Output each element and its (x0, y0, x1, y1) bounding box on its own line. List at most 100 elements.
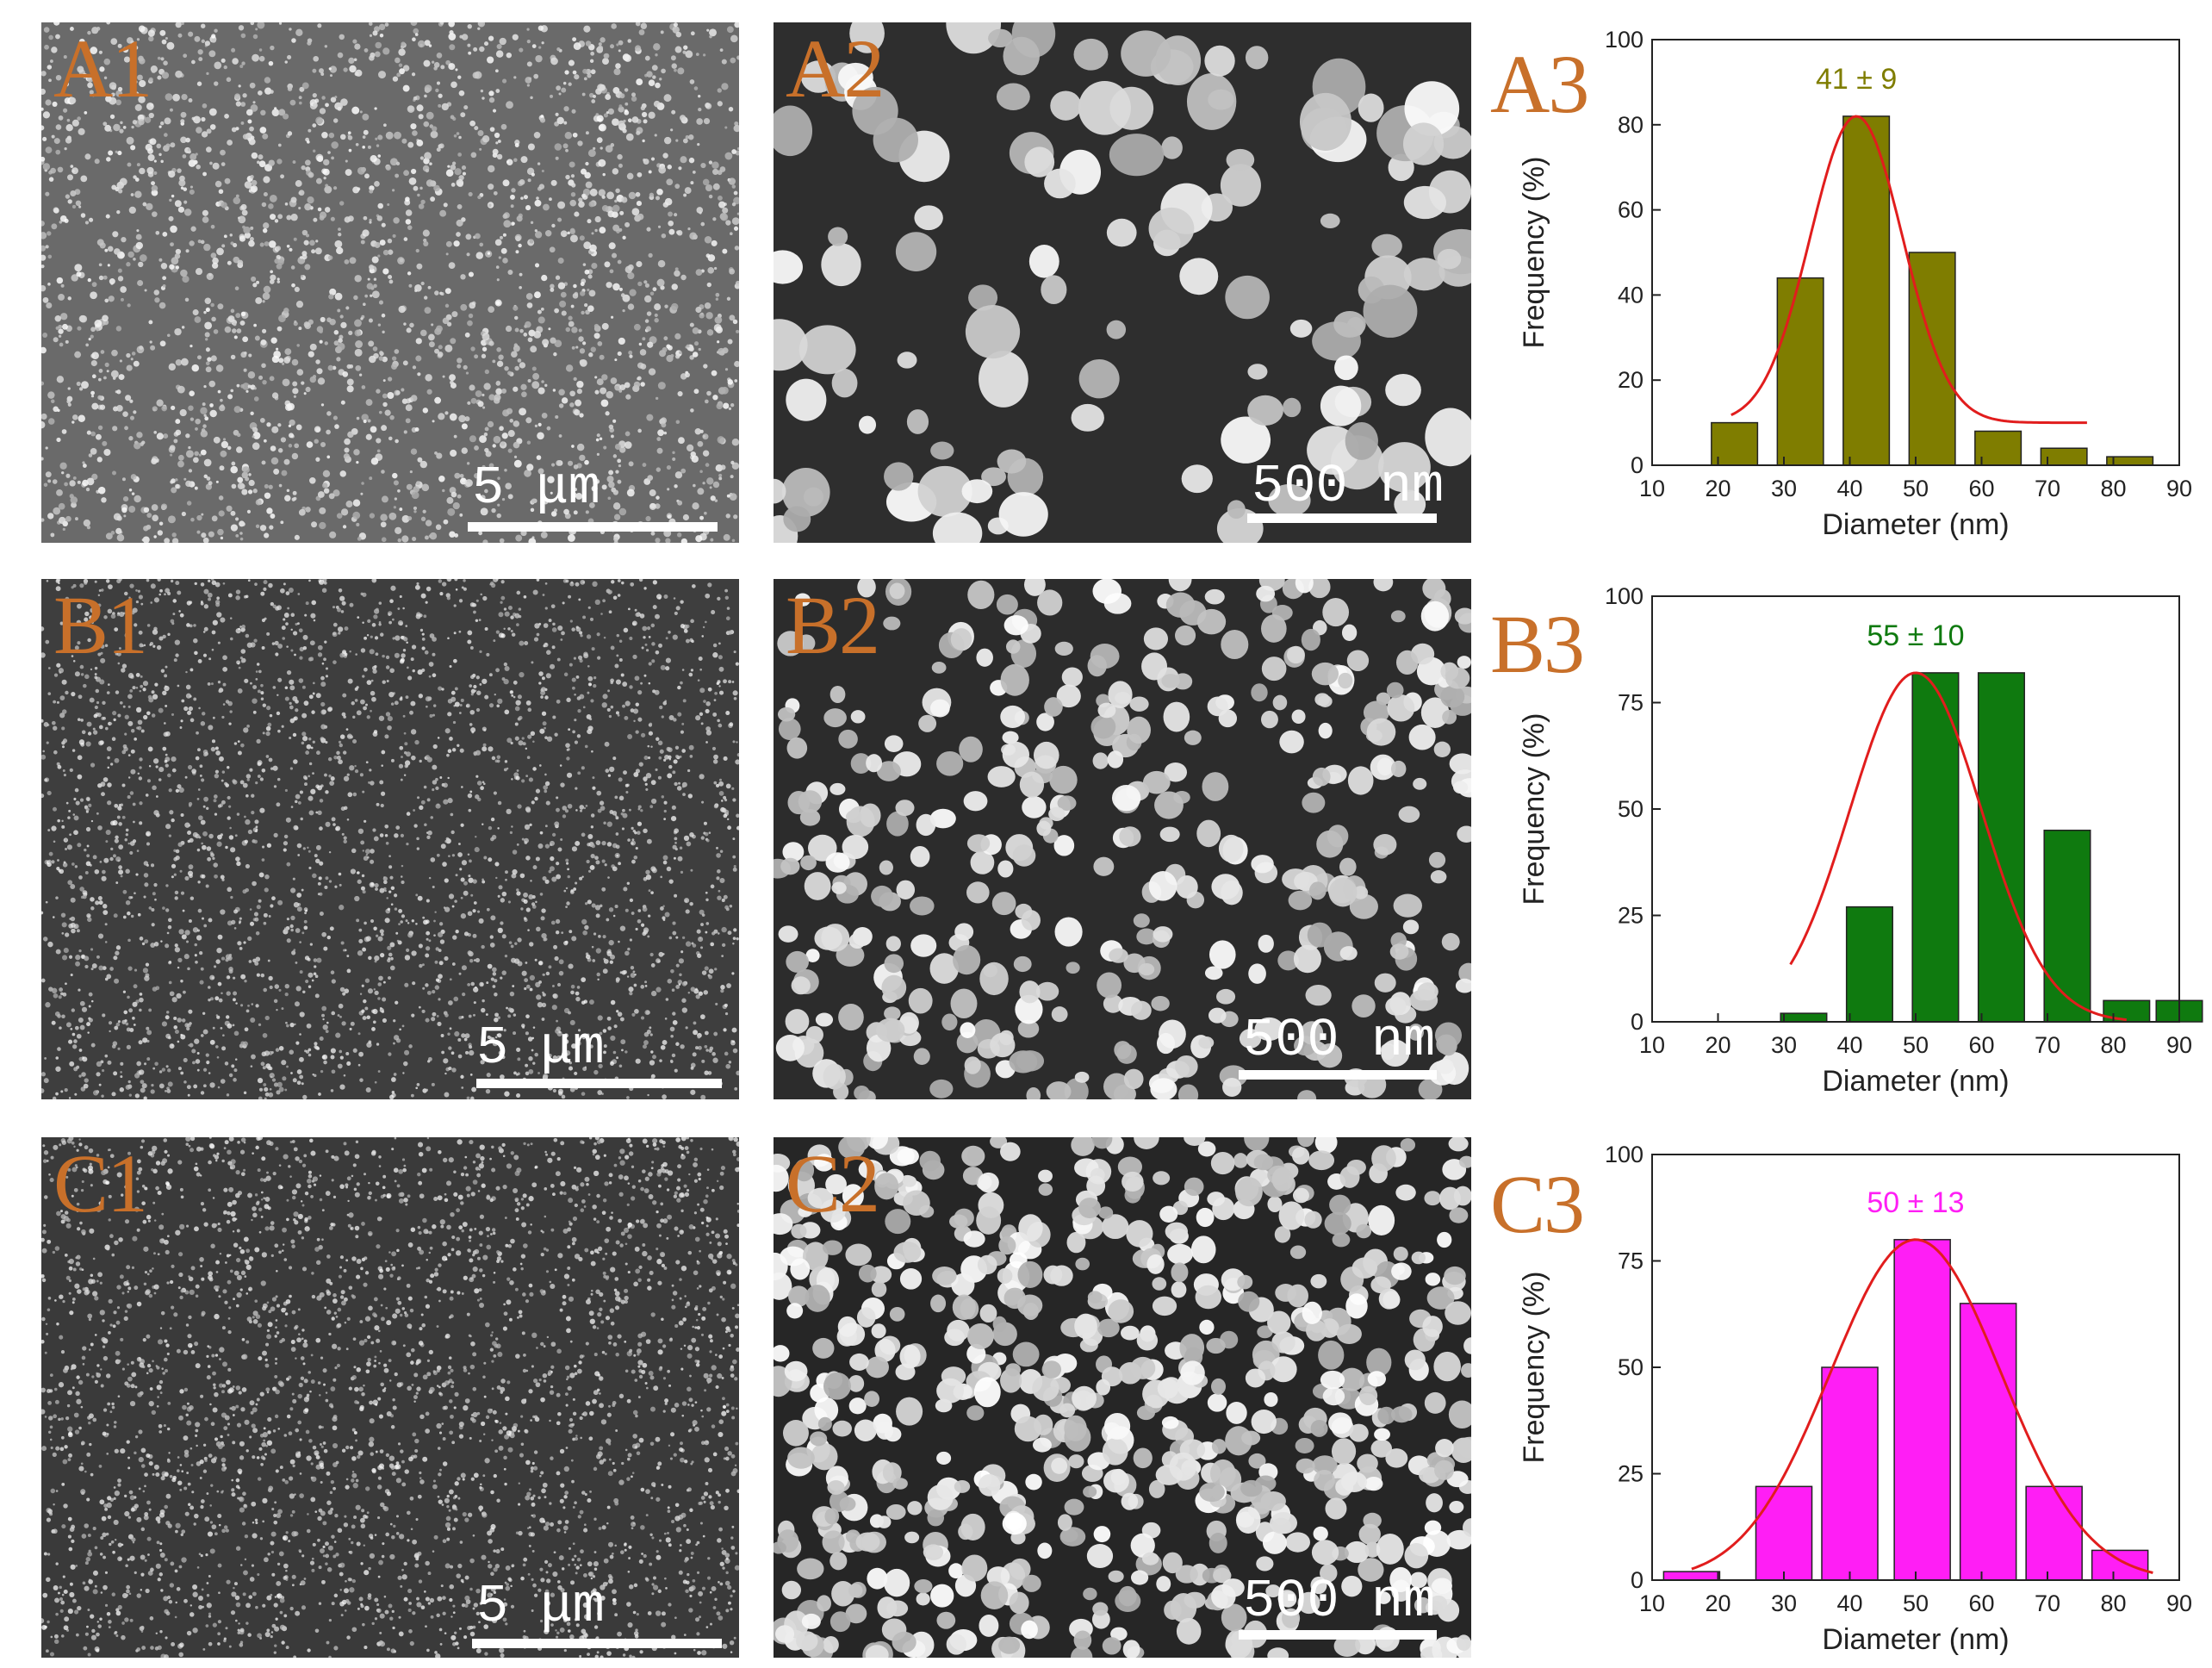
y-tick-label: 80 (1618, 112, 1643, 138)
x-tick-label: 40 (1836, 476, 1862, 501)
y-axis-label: Frequency (%) (1518, 1272, 1550, 1464)
y-tick-label: 50 (1618, 796, 1643, 822)
sem-image-c1: C1 5 μm (41, 1137, 739, 1658)
x-tick-label: 70 (2035, 1032, 2060, 1058)
y-tick-label: 75 (1618, 690, 1643, 716)
histogram-a3: 10 20 30 40 50 60 70 80 90 0 20 40 60 80 100 Diameter (… (1518, 27, 2192, 541)
x-tick-label: 10 (1639, 1032, 1665, 1058)
panel-label-c1: C1 (53, 1137, 148, 1229)
x-tick-label: 90 (2166, 476, 2192, 501)
x-tick-label: 30 (1771, 476, 1797, 501)
x-tick-label: 70 (2035, 1590, 2060, 1616)
y-tick-label: 75 (1618, 1248, 1643, 1274)
x-tick-label: 50 (1903, 1590, 1929, 1616)
y-tick-label: 25 (1618, 1461, 1643, 1487)
x-tick-label: 80 (2100, 1032, 2126, 1058)
scale-label-b1: 5 μm (476, 1018, 605, 1079)
sem-image-a2: A2 500 nm (774, 22, 1471, 543)
x-tick-label: 60 (1968, 1590, 1994, 1616)
histogram-b3: 10 20 30 40 50 60 70 80 90 0 25 50 75 100 Diameter (nm… (1518, 583, 2203, 1098)
histogram-bar (1711, 421, 1759, 466)
histogram-bar (1959, 1303, 2017, 1581)
histogram-bar (1911, 672, 1960, 1023)
y-tick-label: 0 (1631, 1567, 1643, 1593)
x-tick-label: 20 (1705, 1590, 1730, 1616)
sem-image-b2: B2 500 nm (774, 579, 1471, 1099)
scale-label-a2: 500 nm (1252, 456, 1445, 517)
histogram-c3: 10 20 30 40 50 60 70 80 90 0 25 50 75 100 Diameter (nm… (1518, 1142, 2192, 1656)
scale-label-b2: 500 nm (1243, 1010, 1436, 1071)
sem-texture-c2 (774, 1137, 1471, 1658)
mean-sd-annotation: 41 ± 9 (1816, 63, 1897, 96)
scale-label-c1: 5 μm (476, 1576, 605, 1637)
y-tick-label: 0 (1631, 1009, 1643, 1035)
y-tick-label: 0 (1631, 452, 1643, 478)
y-tick-label: 100 (1605, 1142, 1643, 1167)
x-tick-label: 20 (1705, 476, 1730, 501)
x-tick-label: 10 (1639, 1590, 1665, 1616)
sem-texture-a2 (774, 22, 1471, 543)
histogram-bar (2091, 1549, 2149, 1581)
x-tick-label: 60 (1968, 1032, 1994, 1058)
scale-label-a1: 5 μm (472, 457, 600, 519)
x-tick-label: 80 (2100, 476, 2126, 501)
scale-bar-c2 (1239, 1630, 1437, 1640)
panel-label-a3: A3 (1490, 38, 1589, 130)
panel-label-c2: C2 (786, 1137, 880, 1229)
x-tick-label: 40 (1836, 1590, 1862, 1616)
y-axis-label: Frequency (%) (1518, 713, 1550, 906)
histogram-bar (2043, 829, 2091, 1023)
x-tick-label: 90 (2166, 1590, 2192, 1616)
histogram-bar (1780, 1012, 1828, 1023)
panel-label-a1: A1 (53, 22, 152, 115)
y-tick-label: 60 (1618, 197, 1643, 223)
x-tick-label: 10 (1639, 476, 1665, 501)
x-tick-label: 90 (2166, 1032, 2192, 1058)
panel-label-b3: B3 (1490, 598, 1585, 690)
sem-texture-a1 (41, 22, 739, 543)
mean-sd-annotation: 55 ± 10 (1867, 619, 1964, 652)
sem-texture-b2 (774, 579, 1471, 1099)
y-tick-label: 25 (1618, 903, 1643, 929)
y-tick-label: 40 (1618, 282, 1643, 308)
histogram-bar (1776, 277, 1824, 466)
x-tick-label: 60 (1968, 476, 1994, 501)
sem-texture-c1 (41, 1137, 739, 1658)
sem-image-c2: C2 500 nm (774, 1137, 1471, 1658)
histogram-bar (1842, 115, 1891, 466)
histogram-bar (1977, 672, 2025, 1023)
panel-label-a2: A2 (786, 22, 885, 115)
y-tick-label: 20 (1618, 367, 1643, 393)
gaussian-fit-curve (1789, 671, 2127, 1022)
histogram-bar (1662, 1571, 1721, 1581)
scale-bar-a1 (468, 522, 718, 532)
x-tick-label: 80 (2100, 1590, 2126, 1616)
histogram-bar (1974, 430, 2022, 466)
x-tick-label: 50 (1903, 1032, 1929, 1058)
panel-label-b2: B2 (786, 579, 880, 671)
scale-label-c2: 500 nm (1243, 1571, 1436, 1632)
y-tick-label: 100 (1605, 27, 1643, 53)
x-axis-label: Diameter (nm) (1822, 1623, 2009, 1656)
sem-image-b1: B1 5 μm (41, 579, 739, 1099)
panel-label-c3: C3 (1490, 1158, 1585, 1250)
y-tick-label: 100 (1605, 583, 1643, 609)
x-tick-label: 70 (2035, 476, 2060, 501)
gaussian-fit-curve (1691, 1238, 2153, 1574)
sem-texture-b1 (41, 579, 739, 1099)
histogram-bar (2025, 1485, 2083, 1581)
histogram-bar (1845, 906, 1893, 1023)
histogram-bar (1893, 1239, 1951, 1581)
x-axis-label: Diameter (nm) (1822, 1065, 2009, 1098)
x-tick-label: 50 (1903, 476, 1929, 501)
panel-label-b1: B1 (53, 579, 148, 671)
sem-image-a1: A1 5 μm (41, 22, 739, 543)
y-axis-label: Frequency (%) (1518, 157, 1550, 349)
x-tick-label: 30 (1771, 1032, 1797, 1058)
mean-sd-annotation: 50 ± 13 (1867, 1186, 1964, 1219)
x-axis-label: Diameter (nm) (1822, 508, 2009, 541)
x-tick-label: 20 (1705, 1032, 1730, 1058)
scale-bar-a2 (1247, 513, 1437, 523)
histogram-bar (1821, 1366, 1879, 1581)
histogram-bar (1908, 252, 1956, 466)
